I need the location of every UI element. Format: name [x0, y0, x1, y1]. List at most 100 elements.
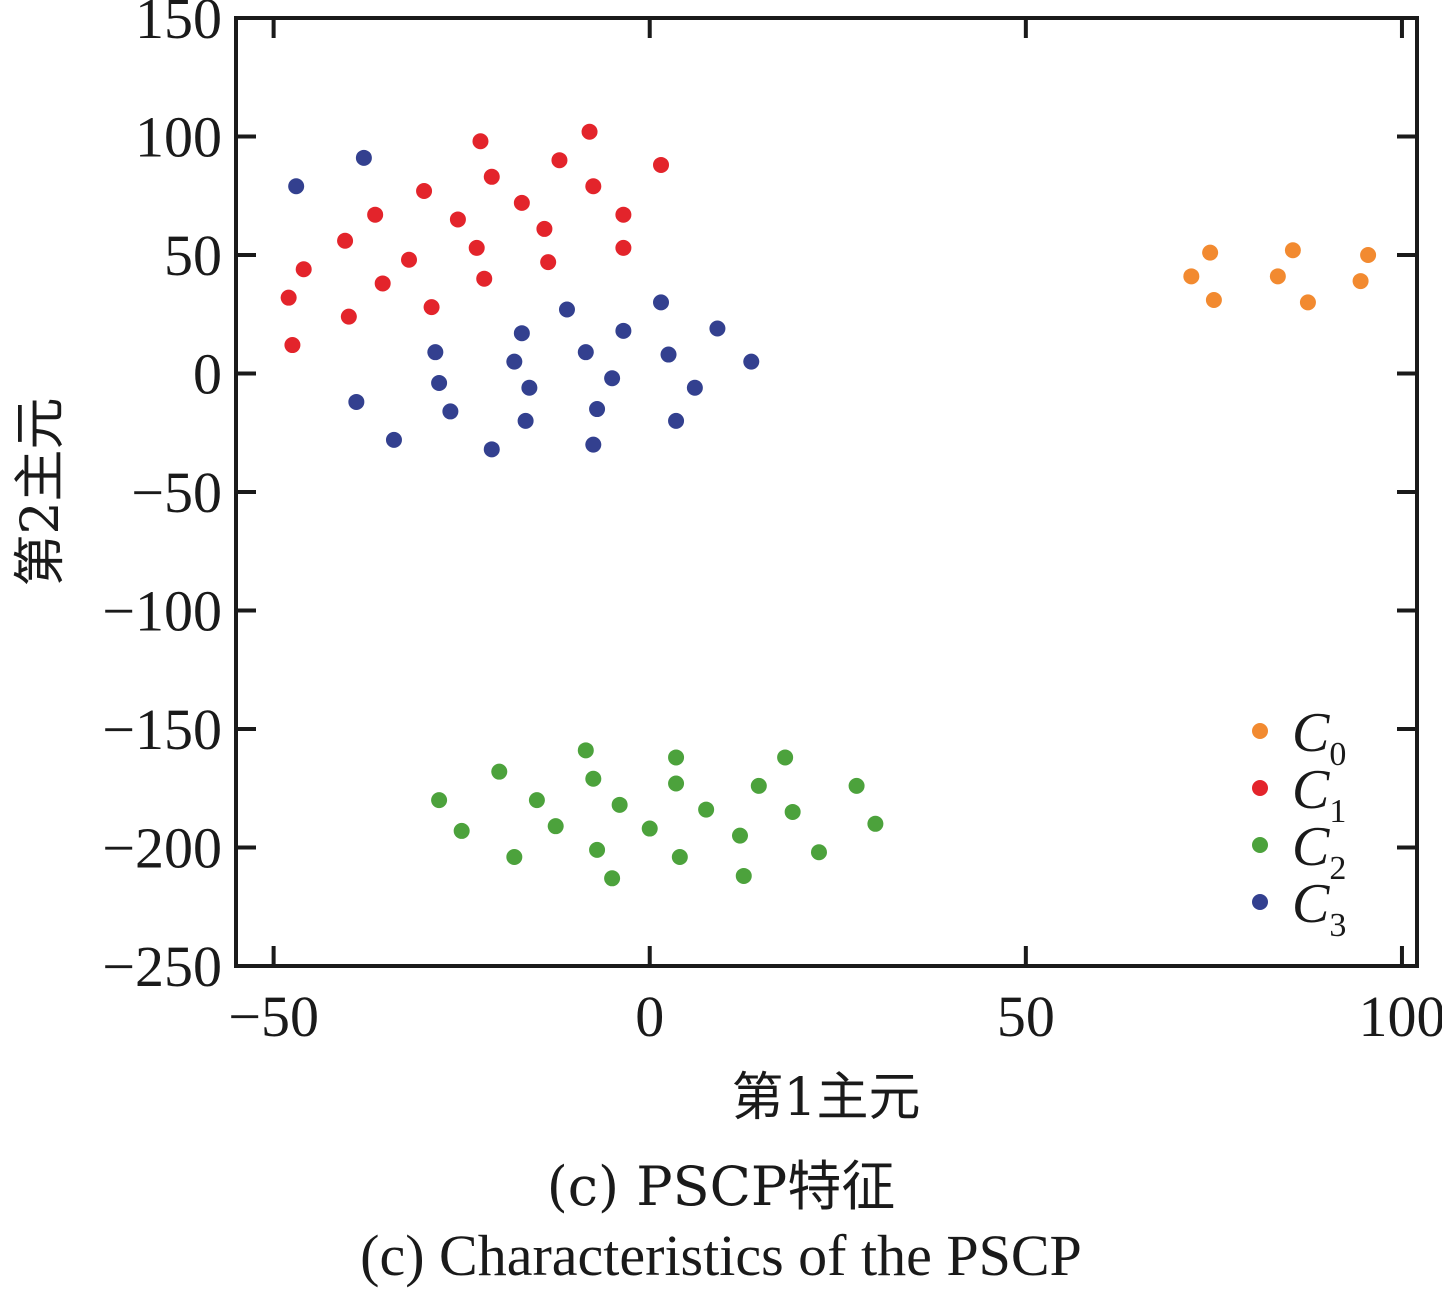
legend-label-c3: C3 — [1292, 873, 1346, 944]
data-point-c3 — [577, 344, 594, 361]
data-point-c1 — [581, 123, 598, 140]
data-point-c2 — [491, 763, 508, 780]
data-point-c3 — [558, 301, 575, 318]
data-points — [280, 123, 1377, 887]
data-point-c2 — [750, 777, 767, 794]
data-point-c0 — [1183, 268, 1200, 285]
y-tick-label: 50 — [164, 223, 222, 288]
data-point-c3 — [709, 320, 726, 337]
data-point-c3 — [506, 353, 523, 370]
data-point-c3 — [521, 379, 538, 396]
data-point-c2 — [528, 792, 545, 809]
data-point-c2 — [731, 827, 748, 844]
data-point-c3 — [483, 441, 500, 458]
data-point-c3 — [615, 322, 632, 339]
data-point-c3 — [513, 325, 530, 342]
data-point-c2 — [547, 818, 564, 835]
y-tick-label: −50 — [131, 460, 222, 525]
x-tick-label: 0 — [635, 984, 664, 1049]
data-point-c1 — [367, 206, 384, 223]
data-point-c3 — [355, 149, 372, 166]
data-point-c0 — [1269, 268, 1286, 285]
data-point-c1 — [337, 232, 354, 249]
data-point-c1 — [374, 275, 391, 292]
data-point-c1 — [401, 251, 418, 268]
data-point-c0 — [1360, 247, 1377, 263]
data-point-c2 — [589, 841, 606, 858]
data-point-c2 — [641, 820, 658, 837]
data-point-c2 — [735, 867, 752, 884]
y-tick-label: 150 — [135, 0, 222, 51]
legend-marker-c1 — [1252, 780, 1268, 796]
data-point-c2 — [668, 775, 685, 792]
legend-label-c0: C0 — [1292, 702, 1346, 773]
data-point-c1 — [585, 178, 602, 195]
legend-label-c1: C1 — [1292, 759, 1346, 830]
data-point-c1 — [284, 337, 301, 354]
data-point-c3 — [385, 431, 402, 448]
data-point-c2 — [585, 770, 602, 787]
data-point-c1 — [615, 239, 632, 256]
data-point-c1 — [472, 133, 489, 150]
data-point-c1 — [340, 308, 357, 325]
data-point-c3 — [431, 374, 448, 391]
data-point-c2 — [453, 822, 470, 839]
data-point-c0 — [1205, 292, 1222, 309]
data-point-c0 — [1299, 294, 1316, 311]
x-tick-label: 50 — [997, 984, 1055, 1049]
legend-label-c2: C2 — [1292, 816, 1346, 887]
legend-marker-c2 — [1252, 837, 1268, 853]
data-point-c3 — [427, 344, 444, 361]
y-axis-title: 第2主元 — [11, 397, 71, 586]
data-point-c1 — [449, 211, 466, 228]
x-tick-label: −50 — [228, 984, 319, 1049]
data-point-c1 — [295, 261, 312, 278]
data-point-c3 — [348, 393, 365, 410]
data-point-c1 — [536, 220, 553, 237]
data-point-c3 — [442, 403, 459, 420]
x-tick-label: 100 — [1358, 984, 1442, 1049]
plot-frame — [234, 16, 1419, 968]
data-point-c1 — [483, 168, 500, 185]
data-point-c1 — [615, 206, 632, 223]
data-point-c3 — [668, 412, 685, 429]
y-tick-label: 100 — [135, 105, 222, 170]
data-point-c1 — [423, 299, 440, 316]
data-point-c3 — [743, 353, 760, 370]
x-axis-title: 第1主元 — [731, 1068, 920, 1128]
y-tick-label: −250 — [102, 934, 222, 999]
data-point-c2 — [777, 749, 794, 766]
legend-marker-c3 — [1252, 894, 1268, 910]
y-tick-label: −150 — [102, 697, 222, 762]
data-point-c3 — [288, 178, 305, 195]
data-point-c3 — [660, 346, 677, 363]
y-tick-label: −200 — [102, 816, 222, 881]
data-point-c1 — [653, 156, 670, 173]
data-point-c1 — [551, 152, 568, 169]
data-point-c3 — [653, 294, 670, 311]
data-point-c0 — [1202, 244, 1219, 261]
data-point-c2 — [848, 777, 865, 794]
data-point-c2 — [611, 796, 628, 813]
data-point-c2 — [577, 742, 594, 759]
data-point-c1 — [416, 183, 433, 200]
figure-caption-cn: (c) PSCP特征 — [546, 1155, 896, 1218]
data-point-c2 — [431, 792, 448, 809]
y-axis-ticks: −250 −200 −150 −100 −50 0 50 100 150 — [102, 0, 1417, 999]
data-point-c1 — [476, 270, 493, 287]
y-tick-label: 0 — [193, 342, 222, 407]
data-point-c1 — [540, 254, 557, 271]
data-point-c3 — [517, 412, 534, 429]
data-point-c2 — [784, 803, 801, 820]
data-point-c2 — [867, 815, 884, 832]
data-point-c2 — [810, 844, 827, 861]
data-point-c2 — [506, 848, 523, 865]
data-point-c3 — [686, 379, 703, 396]
data-point-c2 — [668, 749, 685, 766]
data-point-c1 — [280, 289, 297, 306]
data-point-c1 — [513, 194, 530, 211]
data-point-c0 — [1352, 273, 1369, 290]
data-point-c3 — [585, 436, 602, 453]
figure-caption-en: (c) Characteristics of the PSCP — [360, 1223, 1082, 1288]
